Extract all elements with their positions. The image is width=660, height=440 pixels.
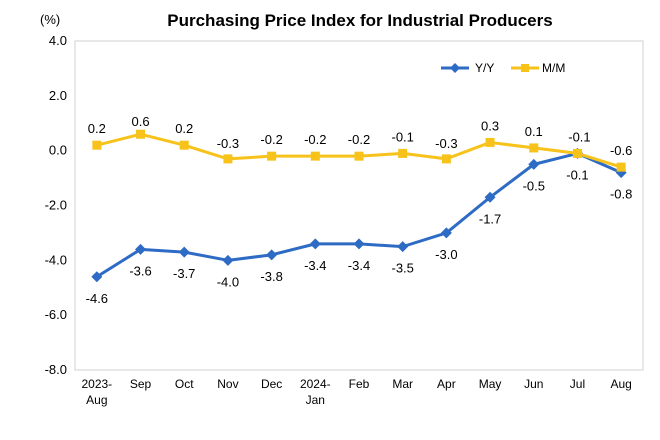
data-label: -0.2	[348, 132, 370, 147]
data-point	[91, 271, 103, 283]
series-layer: -4.6 -3.6 -3.7 -4.0 -3.8 -3.4 -3.4 -3.5 -3.0 -1.7…	[86, 114, 633, 306]
data-label: -3.6	[129, 263, 151, 278]
data-point	[398, 148, 408, 158]
plot-area	[74, 40, 644, 371]
x-tick-label: Mar	[392, 377, 413, 391]
x-tick-label: Sep	[130, 377, 152, 391]
data-label: -0.1	[566, 167, 588, 182]
x-axis: 2023-Aug Sep Oct Nov Dec 2024-Jan Feb Mar Apr May…	[81, 377, 631, 407]
data-label: -0.3	[435, 136, 457, 151]
series-yy: -4.6 -3.6 -3.7 -4.0 -3.8 -3.4 -3.4 -3.5 -3.0 -1.7…	[86, 147, 632, 306]
data-point	[266, 249, 278, 261]
data-point	[309, 238, 321, 250]
legend-label: M/M	[542, 61, 565, 75]
x-tick-label: Apr	[437, 377, 456, 391]
data-point	[616, 162, 626, 172]
data-point	[136, 129, 146, 139]
data-label: -3.4	[348, 258, 370, 273]
data-point	[397, 241, 409, 253]
y-tick-label: -8.0	[45, 362, 67, 377]
y-tick-label: -2.0	[45, 198, 67, 213]
legend: Y/Y M/M	[441, 61, 565, 75]
x-tick-label: May	[479, 377, 502, 391]
data-point	[178, 246, 190, 258]
data-point	[441, 154, 451, 164]
data-point	[222, 254, 234, 266]
y-tick-label: -6.0	[45, 307, 67, 322]
y-axis-unit-label: (%)	[40, 12, 60, 27]
data-label: -0.2	[304, 132, 326, 147]
x-tick-label: Dec	[261, 377, 282, 391]
x-tick-label: Jun	[524, 377, 543, 391]
data-label: -3.0	[435, 247, 457, 262]
data-point	[135, 243, 147, 255]
data-label: -3.8	[260, 269, 282, 284]
y-tick-label: 2.0	[49, 88, 67, 103]
data-point	[310, 151, 320, 161]
data-label: -0.1	[568, 129, 590, 144]
legend-swatch-marker	[450, 63, 460, 73]
data-label: -3.7	[173, 266, 195, 281]
x-tick-label: Jul	[570, 377, 585, 391]
data-label: -1.7	[479, 211, 501, 226]
legend-label: Y/Y	[475, 61, 494, 75]
data-point	[529, 143, 539, 153]
data-point	[440, 227, 452, 239]
data-label: 0.1	[525, 124, 543, 139]
data-label: -4.0	[217, 274, 239, 289]
data-label: 0.6	[131, 114, 149, 129]
data-point	[223, 154, 233, 164]
data-point	[572, 148, 582, 158]
y-axis: 4.0 2.0 0.0 -2.0 -4.0 -6.0 -8.0	[45, 33, 67, 377]
data-point	[267, 151, 277, 161]
data-label: 0.2	[175, 121, 193, 136]
data-label: -0.6	[610, 143, 632, 158]
data-point	[484, 191, 496, 203]
data-label: -3.5	[391, 261, 413, 276]
x-tick-label: Nov	[217, 377, 238, 391]
data-label: -0.5	[523, 178, 545, 193]
data-point	[92, 140, 102, 150]
legend-item: M/M	[511, 61, 565, 75]
y-tick-label: 4.0	[49, 33, 67, 48]
y-tick-label: -4.0	[45, 252, 67, 267]
x-tick-label: Oct	[175, 377, 194, 391]
x-tick-label: Feb	[349, 377, 370, 391]
x-tick-label: 2024-Jan	[300, 377, 331, 407]
data-point	[179, 140, 189, 150]
series-mm: 0.2 0.6 0.2 -0.3 -0.2 -0.2 -0.2 -0.1 -0.3 0.3 0.1 -…	[88, 114, 632, 172]
data-point	[528, 158, 540, 170]
data-label: 0.3	[481, 118, 499, 133]
y-tick-label: 0.0	[49, 143, 67, 158]
data-label: -0.3	[217, 136, 239, 151]
x-tick-label: 2023-Aug	[81, 377, 112, 407]
data-label: -0.8	[610, 187, 632, 202]
data-label: 0.2	[88, 121, 106, 136]
data-label: -0.1	[391, 129, 413, 144]
data-point	[485, 137, 495, 147]
data-label: -3.4	[304, 258, 326, 273]
plot-frame	[74, 40, 644, 371]
legend-swatch-marker	[521, 64, 529, 72]
legend-item: Y/Y	[441, 61, 494, 75]
data-point	[353, 238, 365, 250]
data-label: -4.6	[86, 291, 108, 306]
data-point	[354, 151, 364, 161]
data-label: -0.2	[260, 132, 282, 147]
chart-title: Purchasing Price Index for Industrial Pr…	[167, 11, 552, 30]
x-tick-label: Aug	[610, 377, 631, 391]
